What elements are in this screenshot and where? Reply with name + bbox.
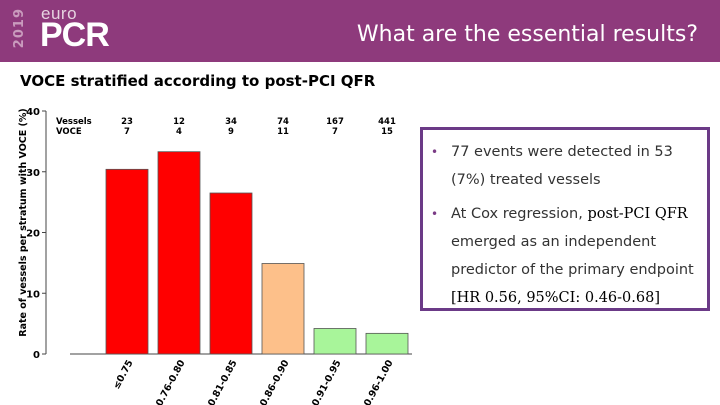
slide-title: What are the essential results? [356, 22, 698, 47]
bullet-dot-icon: • [431, 145, 439, 159]
x-tick-label: 0.91-0.95 [310, 358, 344, 405]
header-row-value: 7 [124, 127, 130, 137]
header-row-value: 34 [225, 117, 237, 127]
findings-box: • 77 events were detected in 53 (7%) tre… [420, 127, 710, 311]
y-tick-label: 10 [26, 289, 40, 300]
x-tick-label: 0.81-0.85 [206, 358, 240, 405]
finding-text-2c: emerged as an independent predictor of t… [451, 234, 694, 278]
header-row-value: 11 [277, 127, 289, 137]
finding-text-2d: [HR 0.56, 95%CI: 0.46-0.68] [451, 290, 661, 306]
x-tick-label: ≤0.75 [111, 358, 135, 391]
y-tick-label: 30 [26, 168, 40, 179]
logo-euro: euro [41, 4, 78, 23]
bar-1 [105, 168, 149, 355]
header-row-value: 167 [326, 117, 344, 127]
y-axis-label: Rate of vessels per stratum with VOCE (%… [18, 108, 29, 337]
x-tick-label: 0.86-0.90 [258, 358, 292, 405]
slide-subtitle: VOCE stratified according to post-PCI QF… [20, 72, 376, 90]
finding-text-1: 77 events were detected in 53 (7%) treat… [451, 144, 673, 188]
header-row-value: 9 [228, 127, 234, 137]
finding-text-2a: At Cox regression, [451, 206, 588, 222]
header-row-value: 15 [381, 127, 393, 137]
header-row-label: VOCE [56, 127, 82, 137]
y-tick-label: 0 [33, 350, 40, 361]
bullet-dot-icon: • [431, 207, 439, 221]
logo-year: 2019 [12, 8, 27, 49]
header-row-value: 12 [173, 117, 185, 127]
header-row-value: 7 [332, 127, 338, 137]
header-banner: 2019 euro PCR What are the essential res… [0, 0, 720, 62]
finding-bullet-2: • At Cox regression, post-PCI QFR emerge… [429, 200, 697, 312]
bar-4 [261, 263, 305, 355]
bar-5 [313, 328, 357, 355]
bar-2 [157, 151, 201, 355]
y-tick-label: 40 [26, 107, 40, 118]
y-tick-label: 20 [26, 229, 40, 240]
bar-3 [209, 192, 253, 355]
header-row-label: Vessels [56, 117, 92, 127]
finding-text-2b: post-PCI QFR [587, 206, 688, 222]
x-tick-label: 0.76-0.80 [154, 358, 188, 405]
finding-bullet-1: • 77 events were detected in 53 (7%) tre… [429, 138, 697, 194]
header-row-value: 23 [121, 117, 133, 127]
header-row-value: 441 [378, 117, 396, 127]
logo-pcr: PCR [40, 16, 110, 54]
bar-6 [365, 332, 409, 355]
header-row-value: 74 [277, 117, 289, 127]
x-tick-label: 0.96-1.00 [362, 358, 396, 405]
header-row-value: 4 [176, 127, 182, 137]
